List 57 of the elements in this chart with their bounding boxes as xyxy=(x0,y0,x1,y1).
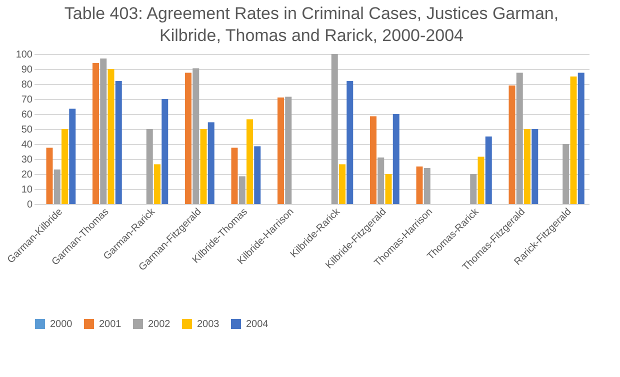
bar xyxy=(62,129,68,204)
bar xyxy=(146,129,153,204)
bar xyxy=(578,72,584,204)
y-tick-label: 70 xyxy=(21,94,33,106)
bar xyxy=(385,174,392,204)
bar xyxy=(238,176,246,204)
bar xyxy=(532,129,538,204)
bar xyxy=(100,58,107,204)
bar xyxy=(331,54,338,204)
bar xyxy=(277,98,284,204)
bar xyxy=(254,146,261,204)
bar xyxy=(154,164,161,204)
y-tick-label: 50 xyxy=(21,124,33,136)
bar xyxy=(562,144,570,204)
y-tick-label: 80 xyxy=(21,80,33,90)
legend-label: 2003 xyxy=(197,319,220,330)
bar xyxy=(392,114,400,204)
bar xyxy=(524,129,531,204)
bar xyxy=(200,129,207,204)
bar xyxy=(246,119,254,204)
bar xyxy=(285,96,292,204)
legend-label: 2001 xyxy=(99,319,122,330)
bar xyxy=(485,136,492,204)
bar xyxy=(346,81,354,204)
y-tick-label: 100 xyxy=(16,50,33,60)
bar xyxy=(231,148,238,204)
legend-label: 2004 xyxy=(246,319,269,330)
bar xyxy=(378,158,384,204)
y-tick-label: 30 xyxy=(21,154,33,166)
y-tick-label: 40 xyxy=(21,140,33,150)
y-tick-label: 0 xyxy=(26,200,33,210)
y-tick-label: 60 xyxy=(21,110,33,120)
bar xyxy=(192,68,200,204)
bar xyxy=(508,86,516,204)
y-tick-label: 90 xyxy=(21,64,33,76)
bar xyxy=(424,168,430,204)
y-tick-label: 20 xyxy=(21,170,33,180)
bar xyxy=(416,166,423,204)
bar xyxy=(570,76,577,204)
bar xyxy=(370,116,376,204)
bar xyxy=(92,63,99,204)
legend-label: 2000 xyxy=(50,319,73,330)
bar xyxy=(516,72,523,204)
bar xyxy=(162,99,168,204)
bar xyxy=(115,81,122,204)
bar xyxy=(46,148,53,204)
bar xyxy=(470,174,477,204)
y-tick-label: 10 xyxy=(21,184,33,196)
legend-label: 2002 xyxy=(148,319,171,330)
bar xyxy=(208,122,214,204)
bar xyxy=(339,164,346,204)
bar xyxy=(478,156,484,204)
chart-title: Table 403: Agreement Rates in Criminal Cases, Justices Garman, Kilbride, Thomas and Rarick, 2000-2004 xyxy=(64,4,559,45)
bar xyxy=(69,108,76,204)
bar xyxy=(54,170,60,204)
bar xyxy=(184,72,192,204)
bar xyxy=(108,69,114,204)
